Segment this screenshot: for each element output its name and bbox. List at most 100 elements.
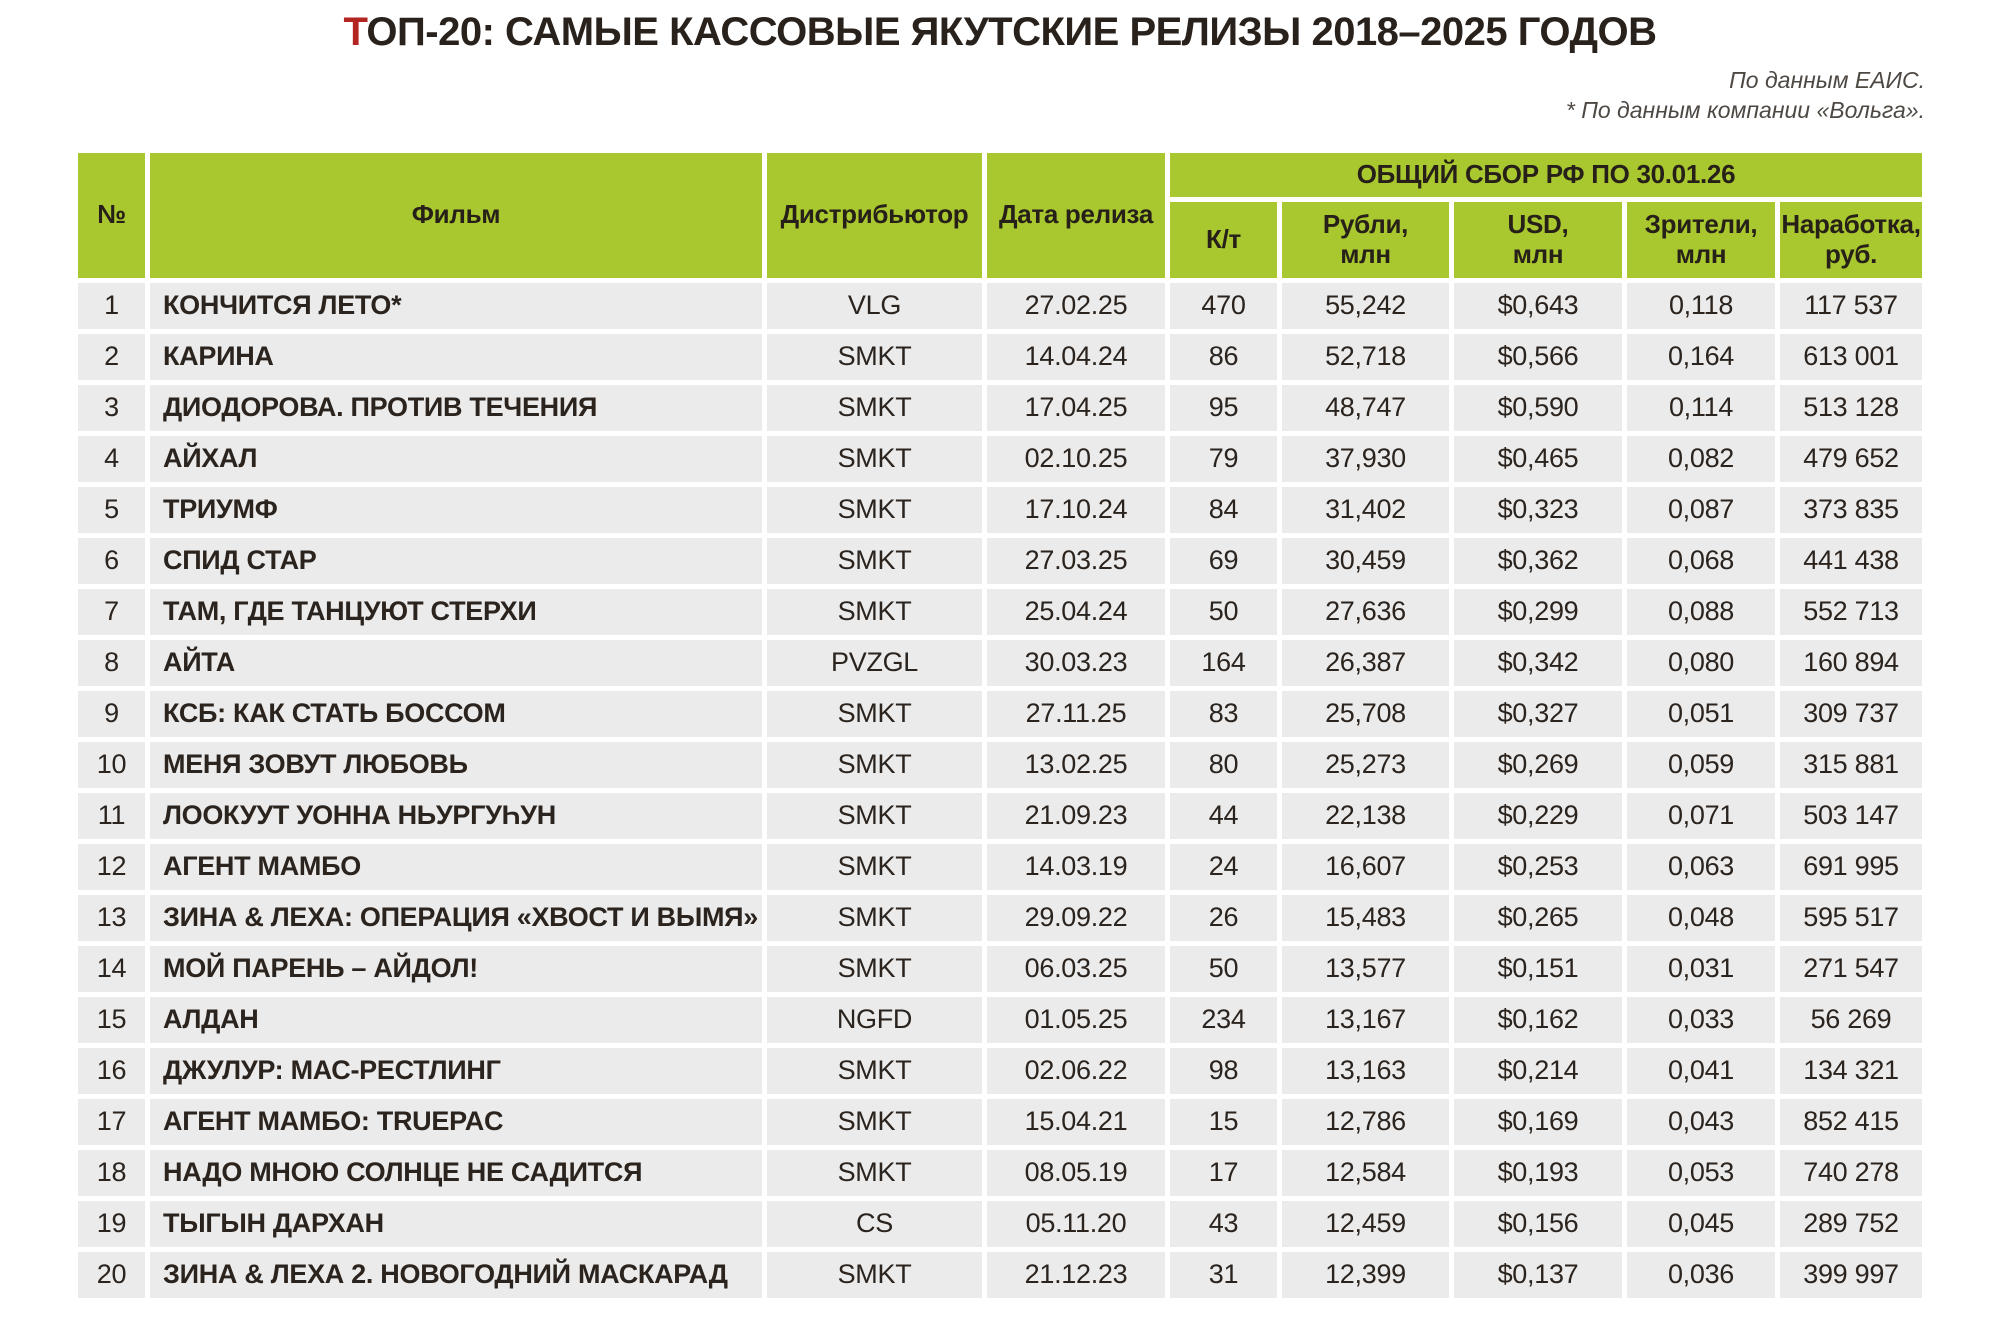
cell-viewers: 0,031 (1627, 945, 1775, 992)
column-header-viewers: Зрители, млн (1627, 201, 1775, 278)
cell-film: ТРИУМФ (150, 486, 762, 533)
cell-viewers: 0,045 (1627, 1200, 1775, 1247)
cell-per-screen: 613 001 (1780, 333, 1922, 380)
cell-release-date: 02.10.25 (987, 435, 1165, 482)
cell-film: ЗИНА & ЛЕХА 2. НОВОГОДНИЙ МАСКАРАД (150, 1251, 762, 1298)
cell-usd: $0,253 (1454, 843, 1622, 890)
cell-distributor: SMKT (767, 945, 982, 992)
cell-rubles: 27,636 (1282, 588, 1449, 635)
cell-distributor: SMKT (767, 894, 982, 941)
column-header-distributor: Дистрибьютор (767, 152, 982, 278)
table-row: 17 АГЕНТ МАМБО: TRUEPAC SMKT 15.04.21 15 12,7… (78, 1098, 1922, 1145)
cell-per-screen: 289 752 (1780, 1200, 1922, 1247)
cell-rubles: 25,273 (1282, 741, 1449, 788)
cell-distributor: SMKT (767, 1251, 982, 1298)
cell-per-screen: 56 269 (1780, 996, 1922, 1043)
table-row: 11 ЛООКУУТ УОННА НЬУРГУҺУН SMKT 21.09.23 44 2… (78, 792, 1922, 839)
cell-per-screen: 441 438 (1780, 537, 1922, 584)
cell-per-screen: 309 737 (1780, 690, 1922, 737)
cell-usd: $0,323 (1454, 486, 1622, 533)
table-row: 9 КСБ: КАК СТАТЬ БОССОМ SMKT 27.11.25 83 25,7… (78, 690, 1922, 737)
cell-rubles: 30,459 (1282, 537, 1449, 584)
cell-rubles: 13,167 (1282, 996, 1449, 1043)
source-note-eais: По данным ЕАИС. (1729, 67, 1925, 93)
cell-per-screen: 503 147 (1780, 792, 1922, 839)
cell-rubles: 31,402 (1282, 486, 1449, 533)
cell-usd: $0,342 (1454, 639, 1622, 686)
cell-per-screen: 852 415 (1780, 1098, 1922, 1145)
cell-release-date: 30.03.23 (987, 639, 1165, 686)
cell-rubles: 52,718 (1282, 333, 1449, 380)
cell-release-date: 08.05.19 (987, 1149, 1165, 1196)
table-row: 3 ДИОДОРОВА. ПРОТИВ ТЕЧЕНИЯ SMKT 17.04.25 95… (78, 384, 1922, 431)
cell-viewers: 0,036 (1627, 1251, 1775, 1298)
cell-rank: 12 (78, 843, 145, 890)
table-row: 19 ТЫГЫН ДАРХАН CS 05.11.20 43 12,459 $0,156 0,… (78, 1200, 1922, 1247)
table-row: 8 АЙТА PVZGL 30.03.23 164 26,387 $0,342 0,080 16… (78, 639, 1922, 686)
source-note-volga: * По данным компании «Вольга». (1565, 96, 1925, 123)
cell-release-date: 14.03.19 (987, 843, 1165, 890)
cell-usd: $0,265 (1454, 894, 1622, 941)
table-row: 18 НАДО МНОЮ СОЛНЦЕ НЕ САДИТСЯ SMKT 08.05.1… (78, 1149, 1922, 1196)
title-accent-letter: Т (343, 10, 367, 54)
cell-viewers: 0,041 (1627, 1047, 1775, 1094)
cell-screens: 83 (1170, 690, 1277, 737)
cell-film: СПИД СТАР (150, 537, 762, 584)
cell-distributor: PVZGL (767, 639, 982, 686)
cell-screens: 15 (1170, 1098, 1277, 1145)
cell-usd: $0,362 (1454, 537, 1622, 584)
column-header-number: № (78, 152, 145, 278)
cell-viewers: 0,088 (1627, 588, 1775, 635)
cell-viewers: 0,071 (1627, 792, 1775, 839)
cell-release-date: 27.03.25 (987, 537, 1165, 584)
page-title: ТОП-20: САМЫЕ КАССОВЫЕ ЯКУТСКИЕ РЕЛИЗЫ 2… (0, 10, 2000, 54)
cell-film: ЗИНА & ЛЕХА: ОПЕРАЦИЯ «ХВОСТ И ВЫМЯ» (150, 894, 762, 941)
cell-screens: 17 (1170, 1149, 1277, 1196)
table-row: 10 МЕНЯ ЗОВУТ ЛЮБОВЬ SMKT 13.02.25 80 25,273 $… (78, 741, 1922, 788)
cell-distributor: SMKT (767, 792, 982, 839)
cell-film: АЙТА (150, 639, 762, 686)
cell-rubles: 15,483 (1282, 894, 1449, 941)
cell-usd: $0,566 (1454, 333, 1622, 380)
column-header-usd: USD, млн (1454, 201, 1622, 278)
cell-rank: 1 (78, 282, 145, 329)
table-row: 14 МОЙ ПАРЕНЬ – АЙДОЛ! SMKT 06.03.25 50 13,57… (78, 945, 1922, 992)
cell-per-screen: 117 537 (1780, 282, 1922, 329)
cell-rank: 16 (78, 1047, 145, 1094)
cell-rubles: 55,242 (1282, 282, 1449, 329)
cell-usd: $0,162 (1454, 996, 1622, 1043)
data-sources: По данным ЕАИС. * По данным компании «Во… (0, 66, 1925, 126)
cell-distributor: SMKT (767, 537, 982, 584)
cell-film: КОНЧИТСЯ ЛЕТО* (150, 282, 762, 329)
cell-release-date: 05.11.20 (987, 1200, 1165, 1247)
cell-film: ТЫГЫН ДАРХАН (150, 1200, 762, 1247)
cell-rubles: 48,747 (1282, 384, 1449, 431)
cell-rubles: 37,930 (1282, 435, 1449, 482)
cell-screens: 26 (1170, 894, 1277, 941)
cell-rank: 19 (78, 1200, 145, 1247)
cell-rank: 15 (78, 996, 145, 1043)
cell-release-date: 17.10.24 (987, 486, 1165, 533)
cell-distributor: SMKT (767, 486, 982, 533)
cell-screens: 84 (1170, 486, 1277, 533)
cell-distributor: SMKT (767, 588, 982, 635)
cell-distributor: SMKT (767, 384, 982, 431)
cell-screens: 86 (1170, 333, 1277, 380)
column-group-header-total-gross: ОБЩИЙ СБОР РФ ПО 30.01.26 (1170, 152, 1922, 197)
cell-rubles: 22,138 (1282, 792, 1449, 839)
cell-rank: 9 (78, 690, 145, 737)
cell-usd: $0,269 (1454, 741, 1622, 788)
column-header-film: Фильм (150, 152, 762, 278)
cell-viewers: 0,033 (1627, 996, 1775, 1043)
cell-rank: 4 (78, 435, 145, 482)
cell-distributor: VLG (767, 282, 982, 329)
cell-screens: 98 (1170, 1047, 1277, 1094)
cell-film: АГЕНТ МАМБО (150, 843, 762, 890)
cell-distributor: SMKT (767, 843, 982, 890)
cell-per-screen: 373 835 (1780, 486, 1922, 533)
cell-rank: 18 (78, 1149, 145, 1196)
cell-film: АЙХАЛ (150, 435, 762, 482)
column-header-rubles: Рубли, млн (1282, 201, 1449, 278)
cell-film: АГЕНТ МАМБО: TRUEPAC (150, 1098, 762, 1145)
cell-screens: 164 (1170, 639, 1277, 686)
